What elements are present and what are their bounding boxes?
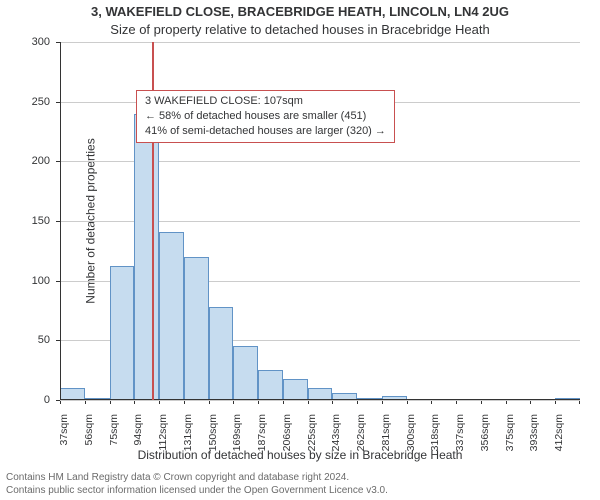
- footer-text: Contains HM Land Registry data © Crown c…: [6, 472, 388, 497]
- x-tick-label: 281sqm: [380, 414, 392, 474]
- histogram-bar: [233, 346, 258, 400]
- histogram-bar: [110, 266, 135, 400]
- x-tick-label: 337sqm: [454, 414, 466, 474]
- grid-line: [60, 400, 580, 401]
- x-tick-label: 412sqm: [553, 414, 565, 474]
- callout-line2: ← 58% of detached houses are smaller (45…: [145, 109, 386, 124]
- x-tick-label: 150sqm: [207, 414, 219, 474]
- callout-line3: 41% of semi-detached houses are larger (…: [145, 124, 386, 139]
- grid-line: [60, 42, 580, 43]
- chart-container: 3, WAKEFIELD CLOSE, BRACEBRIDGE HEATH, L…: [0, 0, 600, 500]
- histogram-bar: [258, 370, 283, 400]
- histogram-bar: [283, 379, 308, 400]
- histogram-bar: [134, 114, 159, 400]
- plot-area: 3 WAKEFIELD CLOSE: 107sqm ← 58% of detac…: [60, 42, 580, 400]
- x-tick-label: 318sqm: [429, 414, 441, 474]
- footer-line2: Contains public sector information licen…: [6, 485, 388, 498]
- x-tick-label: 131sqm: [182, 414, 194, 474]
- callout-line1: 3 WAKEFIELD CLOSE: 107sqm: [145, 94, 386, 109]
- chart-title-line1: 3, WAKEFIELD CLOSE, BRACEBRIDGE HEATH, L…: [0, 4, 600, 19]
- y-tick-label: 150: [0, 215, 50, 227]
- y-tick-label: 200: [0, 155, 50, 167]
- x-tick-label: 94sqm: [132, 414, 144, 474]
- x-tick-label: 356sqm: [479, 414, 491, 474]
- x-tick-label: 75sqm: [108, 414, 120, 474]
- x-tick-label: 169sqm: [231, 414, 243, 474]
- histogram-bar: [184, 257, 209, 400]
- x-tick-label: 112sqm: [157, 414, 169, 474]
- x-tick-label: 393sqm: [528, 414, 540, 474]
- x-tick-label: 262sqm: [355, 414, 367, 474]
- y-tick-label: 300: [0, 36, 50, 48]
- x-tick-label: 243sqm: [330, 414, 342, 474]
- callout-box: 3 WAKEFIELD CLOSE: 107sqm ← 58% of detac…: [136, 90, 395, 143]
- x-tick-label: 375sqm: [504, 414, 516, 474]
- x-tick-label: 206sqm: [281, 414, 293, 474]
- histogram-bar: [159, 232, 184, 400]
- x-tick-label: 37sqm: [58, 414, 70, 474]
- x-axis-line: [60, 399, 580, 400]
- y-tick-label: 100: [0, 275, 50, 287]
- histogram-bar: [209, 307, 234, 400]
- x-tick-label: 300sqm: [405, 414, 417, 474]
- y-tick-label: 0: [0, 394, 50, 406]
- x-tick-label: 56sqm: [83, 414, 95, 474]
- y-tick-label: 50: [0, 334, 50, 346]
- y-tick-label: 250: [0, 96, 50, 108]
- x-tick-label: 225sqm: [306, 414, 318, 474]
- x-tick-label: 187sqm: [256, 414, 268, 474]
- y-axis-line: [60, 42, 61, 400]
- chart-title-line2: Size of property relative to detached ho…: [0, 22, 600, 37]
